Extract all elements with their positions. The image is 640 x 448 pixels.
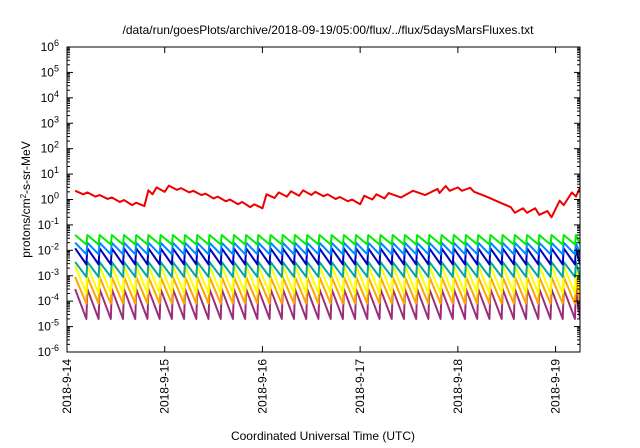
y-tick-label: 102	[41, 140, 59, 156]
y-tick-label: 10-2	[38, 241, 59, 257]
series-line	[74, 275, 580, 305]
y-tick-label: 10-4	[38, 292, 59, 308]
x-tick-label: 2018-9-16	[255, 359, 269, 414]
plot-area: 10-6 10-5 10-4 10-3 10-2 10-1 100 101 102 103 104 1…	[38, 38, 581, 414]
y-axis-label: protons/cm2-s-sr-MeV	[19, 141, 34, 257]
y-tick-label: 103	[41, 114, 59, 130]
y-tick-label: 104	[41, 89, 59, 105]
y-tick-label: 10-5	[38, 318, 59, 334]
series-layer	[74, 184, 580, 320]
y-tick-label: 10-6	[38, 343, 59, 359]
y-tick-label: 10-1	[38, 216, 59, 232]
y-axis-label-sup: 2	[19, 193, 28, 198]
y-tick-label: 106	[41, 38, 59, 54]
y-tick-label: 101	[41, 165, 59, 181]
x-tick-label: 2018-9-19	[549, 359, 563, 414]
y-axis-label-suffix: -s-sr-MeV	[19, 141, 33, 194]
chart-title: /data/run/goesPlots/archive/2018-09-19/0…	[123, 23, 535, 37]
x-tick-label: 2018-9-17	[353, 359, 367, 414]
y-tick-label: 100	[41, 191, 59, 207]
x-axis-ticks: 2018-9-14 2018-9-15 2018-9-16 2018-9-17 2018…	[60, 47, 563, 414]
x-axis-label: Coordinated Universal Time (UTC)	[231, 429, 415, 443]
y-tick-label: 105	[41, 63, 59, 79]
y-axis-label-prefix: protons/cm	[19, 198, 33, 257]
x-tick-label: 2018-9-18	[451, 359, 465, 414]
y-tick-label: 10-3	[38, 267, 59, 283]
x-tick-label: 2018-9-14	[60, 359, 74, 414]
y-axis-ticks: 10-6 10-5 10-4 10-3 10-2 10-1 100 101 102 103 104 1…	[38, 38, 580, 359]
x-tick-label: 2018-9-15	[158, 359, 172, 414]
series-line	[74, 184, 580, 219]
series-line	[74, 234, 580, 246]
series-line	[74, 288, 580, 320]
